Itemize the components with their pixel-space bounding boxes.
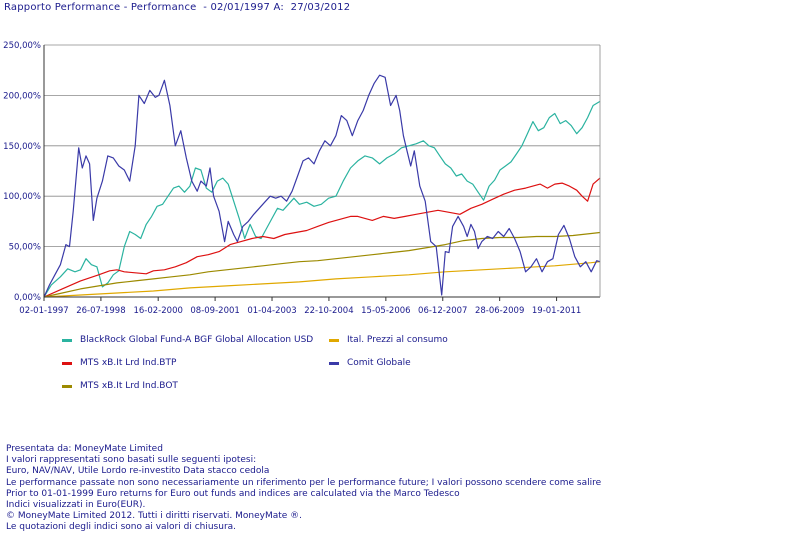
series-line-comit-globale (43, 74, 601, 298)
x-tick-label: 28-06-2009 (475, 306, 524, 316)
legend-item-btp: MTS xB.It Lrd Ind.BTP (62, 358, 176, 368)
y-tick-label: 0,00% (14, 293, 41, 303)
legend-label: BlackRock Global Fund-A BGF Global Alloc… (80, 335, 314, 345)
y-tick-label: 250,00% (3, 41, 41, 51)
y-tick-label: 50,00% (9, 243, 41, 253)
y-tick-label: 100,00% (3, 192, 41, 202)
chart-grid (44, 44, 600, 298)
x-tick-label: 06-12-2007 (418, 306, 467, 316)
note-line: © MoneyMate Limited 2012. Tutti i diritt… (6, 511, 303, 522)
legend-swatch-blackrock (62, 338, 72, 342)
legend-label: Ital. Prezzi al consumo (347, 335, 448, 345)
note-line: Presentata da: MoneyMate Limited (6, 444, 163, 454)
series-line-ital-prezzi-al-consumo (43, 261, 601, 298)
performance-chart: 0,00% 50,00% 100,00% 150,00% 200,00% 250,00% 0… (3, 41, 601, 316)
legend-item-prezzi-consumo: Ital. Prezzi al consumo (329, 335, 448, 345)
legend-label: Comit Globale (347, 358, 411, 368)
x-tick-label: 01-04-2003 (247, 306, 296, 316)
y-tick-label: 150,00% (3, 142, 41, 152)
note-line: Prior to 01-01-1999 Euro returns for Eur… (6, 488, 460, 499)
y-tick-label: 200,00% (3, 91, 41, 101)
legend-item-comit-globale: Comit Globale (329, 358, 411, 368)
x-tick-label: 15-05-2006 (361, 306, 410, 316)
series-line-blackrock-global-fund-a-bgf-global-allocation-usd (43, 100, 601, 298)
chart-series (43, 74, 601, 298)
x-tick-label: 16-02-2000 (133, 306, 182, 316)
x-tick-label: 02-01-1997 (19, 306, 68, 316)
note-line: Indici visualizzati in Euro(EUR). (6, 500, 146, 511)
x-tick-label: 08-09-2001 (190, 306, 239, 316)
legend-swatch-prezzi-consumo (329, 338, 339, 342)
note-line: Le performance passate non sono necessar… (6, 477, 602, 488)
disclaimer-notes: Presentata da: MoneyMate Limited I valor… (6, 444, 601, 534)
series-line-mts-xb-it-lrd-ind-bot (43, 231, 601, 298)
x-tick-label: 26-07-1998 (76, 306, 125, 316)
legend-item-bot: MTS xB.It Lrd Ind.BOT (62, 381, 178, 391)
legend-swatch-btp (62, 361, 72, 365)
legend-item-blackrock: BlackRock Global Fund-A BGF Global Alloc… (62, 335, 313, 345)
page-title: Rapporto Performance - Performance - 02/… (4, 2, 351, 13)
series-line-mts-xb-it-lrd-ind-btp (43, 177, 601, 298)
chart-axes (43, 45, 601, 301)
legend-label: MTS xB.It Lrd Ind.BOT (80, 381, 178, 391)
legend-swatch-comit-globale (329, 361, 339, 365)
legend-swatch-bot (62, 384, 72, 388)
x-tick-label: 19-01-2011 (532, 306, 581, 316)
note-line: Euro, NAV/NAV, Utile Lordo re-investito … (6, 466, 270, 477)
note-line: I valori rappresentati sono basati sulle… (6, 455, 257, 466)
note-line: Le quotazioni degli indici sono ai valor… (6, 522, 237, 533)
x-tick-label: 22-10-2004 (304, 306, 353, 316)
chart-tick-labels: 0,00% 50,00% 100,00% 150,00% 200,00% 250,00% 0… (3, 41, 581, 316)
legend-label: MTS xB.It Lrd Ind.BTP (80, 358, 177, 368)
